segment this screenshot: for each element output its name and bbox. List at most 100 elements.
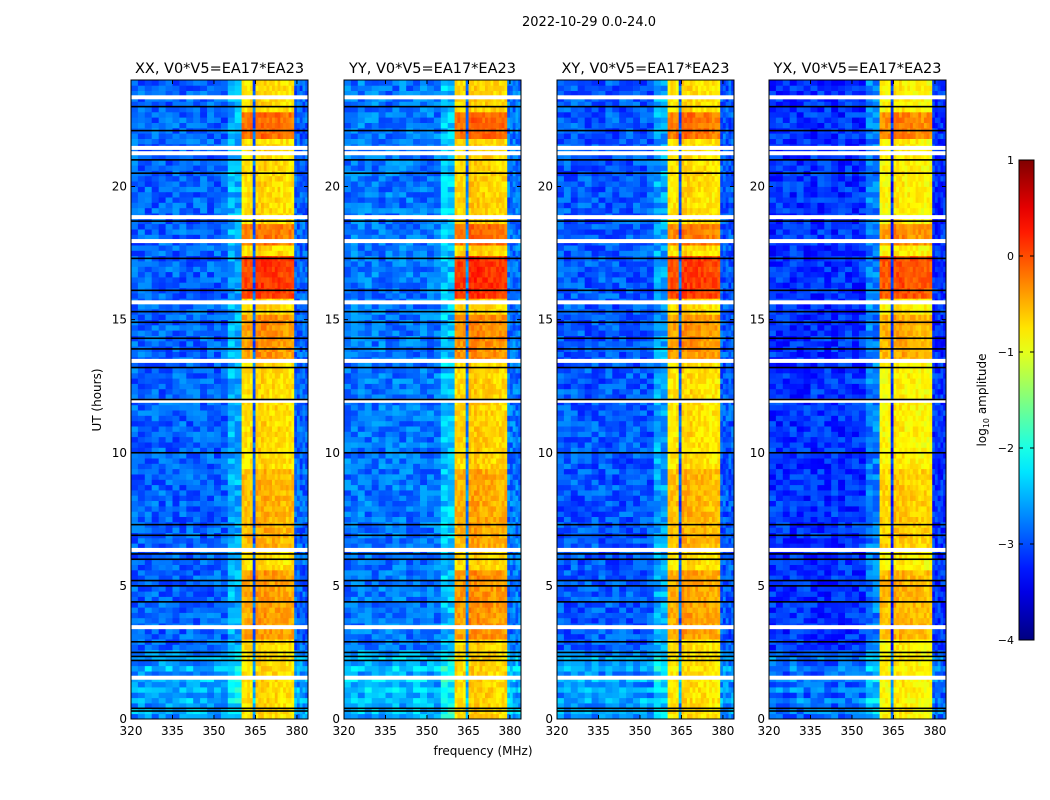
heatmap-cell (277, 665, 281, 672)
heatmap-cell (244, 229, 248, 235)
heatmap-cell (285, 628, 290, 635)
heatmap-cell (207, 468, 215, 475)
heatmap-cell (234, 564, 242, 571)
heatmap-cell (200, 681, 208, 688)
heatmap-cell (234, 671, 242, 677)
heatmap-cell (299, 607, 303, 613)
heatmap-cell (207, 426, 215, 432)
heatmap-cell (249, 245, 254, 251)
heatmap-cell (255, 117, 259, 123)
heatmap-cell (200, 564, 208, 571)
heatmap-cell (272, 271, 276, 278)
heatmap-cell (476, 713, 480, 720)
heatmap-cell (247, 80, 251, 86)
heatmap-cell (137, 575, 146, 581)
heatmap-cell (291, 266, 295, 273)
heatmap-cell (299, 250, 303, 257)
heatmap-cell (137, 245, 146, 251)
heatmap-cell (274, 191, 278, 198)
heatmap-cell (165, 612, 173, 619)
heatmap-cell (296, 628, 301, 635)
heatmap-cell (244, 175, 248, 182)
heatmap-cell (299, 266, 303, 273)
heatmap-cell (244, 585, 248, 592)
heatmap-cell (244, 474, 248, 480)
heatmap-cell (261, 154, 265, 161)
heatmap-cell (165, 186, 173, 193)
heatmap-cell (258, 117, 262, 123)
heatmap-cell (288, 463, 292, 470)
heatmap-cell (261, 282, 265, 289)
heatmap-cell (137, 234, 146, 241)
heatmap-cell (220, 431, 229, 438)
heatmap-cell (305, 511, 309, 517)
heatmap-cell (288, 303, 292, 310)
heatmap-cell (214, 452, 222, 459)
heatmap-cell (299, 543, 303, 549)
heatmap-cell (158, 303, 166, 310)
heatmap-cell (172, 436, 180, 443)
heatmap-cell (255, 580, 259, 587)
heatmap-cell (285, 181, 290, 187)
heatmap-cell (179, 207, 187, 214)
heatmap-cell (193, 186, 201, 193)
heatmap-cell (288, 671, 292, 677)
heatmap-cell (288, 101, 292, 107)
heatmap-cell (172, 111, 180, 118)
heatmap-cell (280, 671, 284, 677)
heatmap-cell (255, 245, 259, 251)
heatmap-cell (252, 85, 256, 91)
heatmap-cell (255, 122, 259, 129)
heatmap-cell (241, 559, 245, 565)
heatmap-cell (296, 111, 301, 118)
heatmap-cell (296, 175, 301, 182)
heatmap-cell (234, 202, 242, 209)
heatmap-cell (165, 537, 173, 544)
heatmap-cell (299, 293, 303, 299)
heatmap-cell (274, 580, 278, 587)
heatmap-cell (244, 687, 248, 693)
heatmap-cell (294, 713, 298, 720)
heatmap-cell (165, 463, 173, 470)
heatmap-cell (144, 303, 153, 310)
heatmap-cell (474, 713, 478, 720)
heatmap-cell (200, 692, 208, 699)
heatmap-cell (193, 527, 201, 533)
heatmap-cell (288, 138, 292, 145)
heatmap-cell (296, 596, 301, 603)
heatmap-cell (277, 468, 281, 475)
heatmap-cell (294, 175, 298, 182)
heatmap-cell (454, 703, 458, 709)
heatmap-cell (288, 234, 292, 241)
heatmap-cell (179, 191, 187, 198)
heatmap-cell (227, 564, 236, 571)
heatmap-cell (280, 372, 284, 379)
heatmap-cell (296, 431, 301, 438)
heatmap-cell (244, 277, 248, 283)
heatmap-cell (234, 431, 242, 438)
heatmap-cell (144, 463, 153, 470)
heatmap-cell (277, 537, 281, 544)
heatmap-cell (255, 404, 259, 411)
heatmap-cell (263, 415, 267, 422)
heatmap-cell (193, 80, 201, 86)
heatmap-cell (227, 484, 236, 491)
heatmap-cell (214, 80, 222, 86)
heatmap-cell (261, 410, 265, 416)
heatmap-cell (291, 484, 295, 491)
heatmap-cell (247, 314, 251, 320)
heatmap-cell (200, 665, 208, 672)
flagged-row (131, 398, 308, 403)
heatmap-cell (261, 490, 265, 496)
heatmap-cell (277, 378, 281, 384)
heatmap-cell (172, 351, 180, 358)
heatmap-cell (285, 271, 290, 278)
heatmap-cell (288, 314, 292, 320)
heatmap-cell (207, 511, 215, 517)
heatmap-cell (179, 234, 187, 241)
heatmap-cell (252, 191, 256, 198)
heatmap-cell (294, 671, 298, 677)
heatmap-cell (247, 516, 251, 523)
heatmap-cell (305, 527, 309, 533)
heatmap-cell (280, 293, 284, 299)
